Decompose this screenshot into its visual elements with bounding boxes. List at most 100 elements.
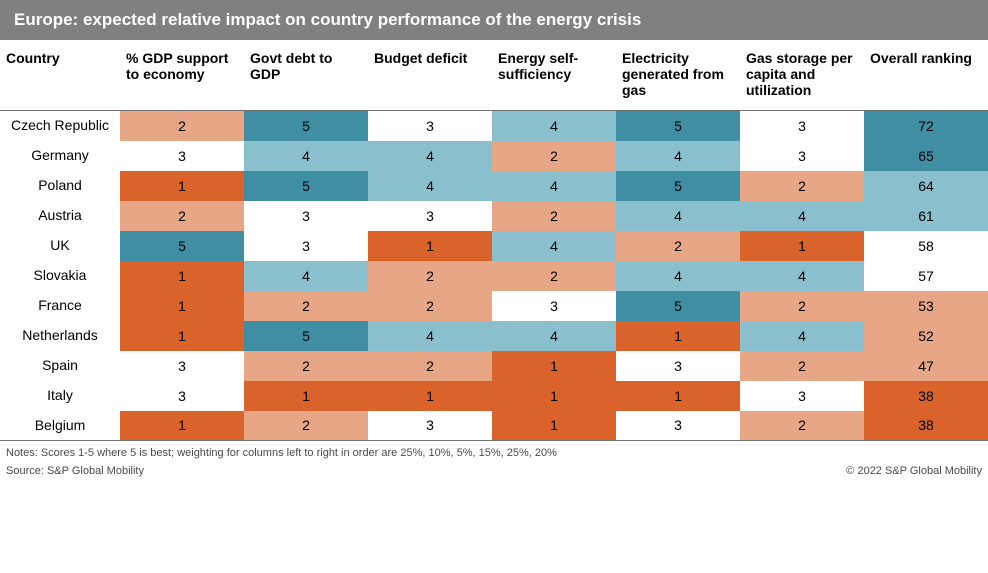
score-cell: 4 bbox=[244, 141, 368, 171]
score-cell: 2 bbox=[120, 201, 244, 231]
overall-cell: 38 bbox=[864, 411, 988, 441]
score-cell: 4 bbox=[368, 141, 492, 171]
score-cell: 2 bbox=[740, 351, 864, 381]
overall-cell: 65 bbox=[864, 141, 988, 171]
score-cell: 4 bbox=[368, 171, 492, 201]
score-cell: 2 bbox=[244, 351, 368, 381]
score-cell: 3 bbox=[492, 291, 616, 321]
score-cell: 2 bbox=[492, 201, 616, 231]
score-cell: 3 bbox=[120, 141, 244, 171]
overall-cell: 72 bbox=[864, 111, 988, 141]
score-cell: 5 bbox=[244, 321, 368, 351]
overall-cell: 58 bbox=[864, 231, 988, 261]
score-cell: 2 bbox=[368, 261, 492, 291]
score-cell: 5 bbox=[244, 171, 368, 201]
score-cell: 5 bbox=[616, 171, 740, 201]
score-cell: 2 bbox=[740, 171, 864, 201]
score-cell: 3 bbox=[740, 111, 864, 141]
score-cell: 1 bbox=[120, 321, 244, 351]
table-row: Czech Republic25345372 bbox=[0, 111, 988, 141]
header-row: Country % GDP support to economy Govt de… bbox=[0, 40, 988, 111]
score-cell: 3 bbox=[120, 381, 244, 411]
table-row: Poland15445264 bbox=[0, 171, 988, 201]
score-cell: 1 bbox=[492, 411, 616, 441]
table-row: Spain32213247 bbox=[0, 351, 988, 381]
overall-cell: 53 bbox=[864, 291, 988, 321]
country-cell: Poland bbox=[0, 171, 120, 201]
score-cell: 3 bbox=[616, 411, 740, 441]
score-cell: 5 bbox=[616, 291, 740, 321]
country-cell: France bbox=[0, 291, 120, 321]
score-cell: 4 bbox=[740, 321, 864, 351]
score-cell: 3 bbox=[740, 381, 864, 411]
overall-cell: 47 bbox=[864, 351, 988, 381]
overall-cell: 61 bbox=[864, 201, 988, 231]
score-cell: 2 bbox=[244, 291, 368, 321]
score-cell: 2 bbox=[492, 261, 616, 291]
copyright-text: © 2022 S&P Global Mobility bbox=[846, 465, 982, 477]
score-cell: 1 bbox=[616, 381, 740, 411]
score-cell: 2 bbox=[368, 351, 492, 381]
col-country: Country bbox=[0, 40, 120, 111]
table-row: Italy31111338 bbox=[0, 381, 988, 411]
col-overall: Overall ranking bbox=[864, 40, 988, 111]
country-cell: Italy bbox=[0, 381, 120, 411]
footer: Notes: Scores 1-5 where 5 is best; weigh… bbox=[0, 441, 988, 479]
score-cell: 1 bbox=[492, 381, 616, 411]
score-cell: 3 bbox=[368, 411, 492, 441]
score-cell: 3 bbox=[368, 201, 492, 231]
score-cell: 3 bbox=[244, 201, 368, 231]
score-cell: 3 bbox=[740, 141, 864, 171]
score-cell: 4 bbox=[616, 201, 740, 231]
score-cell: 2 bbox=[120, 111, 244, 141]
notes-text: Notes: Scores 1-5 where 5 is best; weigh… bbox=[6, 447, 982, 459]
score-cell: 1 bbox=[368, 231, 492, 261]
score-cell: 1 bbox=[244, 381, 368, 411]
score-cell: 4 bbox=[244, 261, 368, 291]
table-row: Belgium12313238 bbox=[0, 411, 988, 441]
page-title: Europe: expected relative impact on coun… bbox=[14, 10, 641, 30]
table-row: Austria23324461 bbox=[0, 201, 988, 231]
country-cell: Netherlands bbox=[0, 321, 120, 351]
col-budget-def: Budget deficit bbox=[368, 40, 492, 111]
country-cell: Spain bbox=[0, 351, 120, 381]
root: Europe: expected relative impact on coun… bbox=[0, 0, 988, 479]
country-cell: Austria bbox=[0, 201, 120, 231]
score-cell: 1 bbox=[740, 231, 864, 261]
score-cell: 1 bbox=[616, 321, 740, 351]
overall-cell: 57 bbox=[864, 261, 988, 291]
score-cell: 1 bbox=[120, 261, 244, 291]
title-bar: Europe: expected relative impact on coun… bbox=[0, 0, 988, 40]
table-row: Slovakia14224457 bbox=[0, 261, 988, 291]
country-cell: UK bbox=[0, 231, 120, 261]
table-row: UK53142158 bbox=[0, 231, 988, 261]
table-row: France12235253 bbox=[0, 291, 988, 321]
score-cell: 4 bbox=[616, 261, 740, 291]
score-cell: 2 bbox=[368, 291, 492, 321]
score-cell: 5 bbox=[120, 231, 244, 261]
score-cell: 2 bbox=[244, 411, 368, 441]
score-cell: 5 bbox=[244, 111, 368, 141]
score-cell: 4 bbox=[492, 231, 616, 261]
score-cell: 4 bbox=[492, 111, 616, 141]
score-cell: 3 bbox=[616, 351, 740, 381]
overall-cell: 38 bbox=[864, 381, 988, 411]
impact-table: Country % GDP support to economy Govt de… bbox=[0, 40, 988, 441]
table-row: Germany34424365 bbox=[0, 141, 988, 171]
score-cell: 2 bbox=[740, 411, 864, 441]
country-cell: Belgium bbox=[0, 411, 120, 441]
score-cell: 4 bbox=[492, 321, 616, 351]
col-govt-debt: Govt debt to GDP bbox=[244, 40, 368, 111]
score-cell: 1 bbox=[368, 381, 492, 411]
col-energy-self: Energy self-sufficiency bbox=[492, 40, 616, 111]
score-cell: 4 bbox=[740, 261, 864, 291]
score-cell: 4 bbox=[368, 321, 492, 351]
score-cell: 3 bbox=[120, 351, 244, 381]
score-cell: 1 bbox=[120, 411, 244, 441]
score-cell: 2 bbox=[740, 291, 864, 321]
score-cell: 4 bbox=[740, 201, 864, 231]
col-elec-gas: Electricity generated from gas bbox=[616, 40, 740, 111]
score-cell: 4 bbox=[616, 141, 740, 171]
overall-cell: 64 bbox=[864, 171, 988, 201]
country-cell: Slovakia bbox=[0, 261, 120, 291]
